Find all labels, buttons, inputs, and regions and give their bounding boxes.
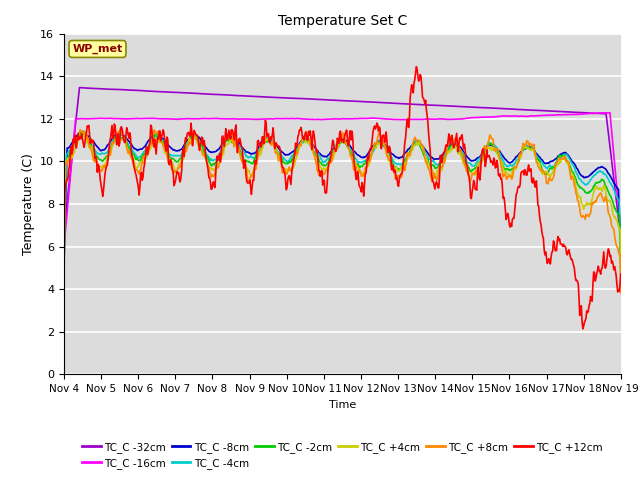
TC_C -8cm bbox=[411, 140, 419, 145]
TC_C -16cm bbox=[606, 110, 614, 116]
TC_C -8cm bbox=[60, 259, 68, 264]
TC_C +12cm bbox=[428, 163, 435, 169]
Line: TC_C -16cm: TC_C -16cm bbox=[64, 113, 621, 247]
TC_C +12cm bbox=[60, 283, 68, 289]
TC_C -4cm bbox=[70, 142, 78, 147]
TC_C +12cm bbox=[184, 130, 192, 136]
TC_C +12cm bbox=[70, 140, 78, 145]
TC_C -16cm bbox=[214, 116, 221, 121]
TC_C -32cm bbox=[428, 102, 435, 108]
TC_C +12cm bbox=[214, 153, 221, 159]
TC_C +8cm bbox=[70, 141, 78, 147]
TC_C +12cm bbox=[617, 271, 625, 277]
Y-axis label: Temperature (C): Temperature (C) bbox=[22, 153, 35, 255]
TC_C -32cm bbox=[76, 84, 83, 90]
TC_C -32cm bbox=[411, 101, 419, 107]
TC_C -32cm bbox=[60, 228, 68, 234]
TC_C -4cm bbox=[214, 154, 222, 159]
TC_C +8cm bbox=[214, 165, 222, 171]
TC_C -16cm bbox=[127, 116, 135, 121]
Line: TC_C +8cm: TC_C +8cm bbox=[64, 130, 621, 293]
TC_C +4cm bbox=[128, 153, 136, 158]
TC_C -32cm bbox=[185, 90, 193, 96]
TC_C -2cm bbox=[428, 163, 435, 169]
TC_C -4cm bbox=[185, 139, 193, 144]
TC_C +8cm bbox=[185, 139, 193, 145]
TC_C -2cm bbox=[128, 150, 136, 156]
TC_C -2cm bbox=[70, 142, 78, 148]
TC_C -4cm bbox=[411, 138, 419, 144]
TC_C -8cm bbox=[617, 257, 625, 263]
TC_C -2cm bbox=[214, 156, 222, 161]
TC_C -4cm bbox=[428, 157, 435, 163]
TC_C +8cm bbox=[428, 175, 435, 180]
TC_C -4cm bbox=[617, 256, 625, 262]
TC_C -4cm bbox=[115, 131, 122, 136]
TC_C -4cm bbox=[128, 147, 136, 153]
TC_C +4cm bbox=[70, 150, 78, 156]
Line: TC_C -32cm: TC_C -32cm bbox=[64, 87, 621, 238]
TC_C -2cm bbox=[185, 138, 193, 144]
TC_C -32cm bbox=[128, 87, 136, 93]
TC_C -2cm bbox=[79, 128, 87, 134]
TC_C +12cm bbox=[413, 64, 420, 70]
Line: TC_C -2cm: TC_C -2cm bbox=[64, 131, 621, 279]
TC_C -2cm bbox=[60, 244, 68, 250]
TC_C -32cm bbox=[70, 135, 78, 141]
TC_C +12cm bbox=[127, 150, 135, 156]
X-axis label: Time: Time bbox=[329, 400, 356, 409]
TC_C +4cm bbox=[80, 132, 88, 138]
TC_C -4cm bbox=[60, 262, 68, 267]
Line: TC_C -8cm: TC_C -8cm bbox=[64, 132, 621, 262]
Line: TC_C +4cm: TC_C +4cm bbox=[64, 135, 621, 269]
TC_C -32cm bbox=[617, 235, 625, 240]
TC_C -16cm bbox=[70, 133, 78, 139]
TC_C +4cm bbox=[60, 266, 68, 272]
Legend: TC_C -32cm, TC_C -16cm, TC_C -8cm, TC_C -4cm, TC_C -2cm, TC_C +4cm, TC_C +8cm, T: TC_C -32cm, TC_C -16cm, TC_C -8cm, TC_C … bbox=[77, 438, 607, 473]
TC_C -16cm bbox=[184, 116, 192, 121]
TC_C +4cm bbox=[185, 138, 193, 144]
TC_C -16cm bbox=[60, 244, 68, 250]
TC_C -8cm bbox=[428, 154, 435, 160]
TC_C -8cm bbox=[70, 137, 78, 143]
TC_C +4cm bbox=[428, 165, 435, 170]
TC_C -2cm bbox=[411, 142, 419, 147]
Line: TC_C +12cm: TC_C +12cm bbox=[64, 67, 621, 329]
TC_C -8cm bbox=[128, 143, 136, 149]
TC_C -8cm bbox=[77, 129, 85, 135]
TC_C -8cm bbox=[214, 147, 222, 153]
TC_C +4cm bbox=[617, 262, 625, 268]
TC_C +4cm bbox=[411, 142, 419, 148]
TC_C +8cm bbox=[128, 157, 136, 163]
TC_C +4cm bbox=[214, 160, 222, 166]
Text: WP_met: WP_met bbox=[72, 44, 123, 54]
Title: Temperature Set C: Temperature Set C bbox=[278, 14, 407, 28]
TC_C -16cm bbox=[617, 228, 625, 234]
TC_C +8cm bbox=[411, 134, 419, 140]
TC_C -2cm bbox=[617, 276, 625, 282]
TC_C -32cm bbox=[214, 92, 222, 97]
TC_C +8cm bbox=[60, 230, 68, 236]
TC_C -8cm bbox=[185, 136, 193, 142]
TC_C +8cm bbox=[617, 290, 625, 296]
TC_C +8cm bbox=[76, 127, 84, 132]
Line: TC_C -4cm: TC_C -4cm bbox=[64, 133, 621, 264]
TC_C +12cm bbox=[579, 326, 587, 332]
TC_C -16cm bbox=[426, 116, 434, 122]
TC_C -16cm bbox=[410, 117, 418, 122]
TC_C +12cm bbox=[410, 81, 418, 86]
